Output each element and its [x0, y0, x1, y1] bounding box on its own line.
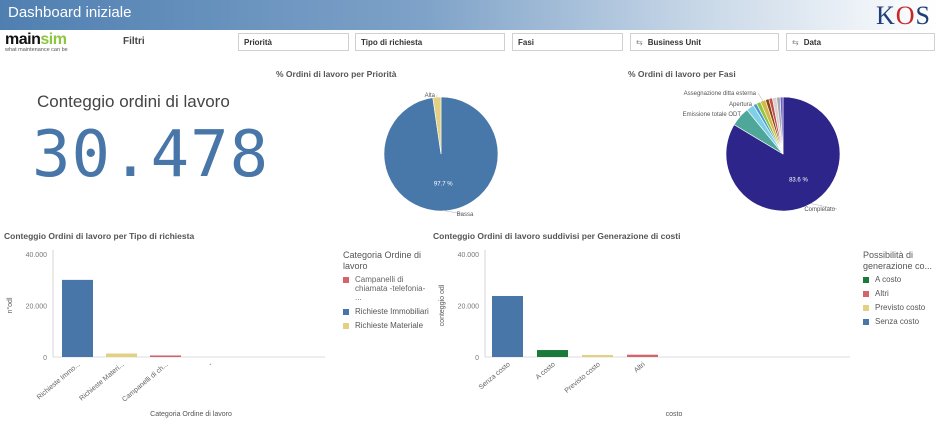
filters-label: Filtri — [123, 36, 145, 47]
filter-bar: mainsim what maintenance can be Filtri P… — [0, 30, 939, 56]
pie-slice[interactable] — [725, 96, 841, 212]
slice-label: Assegnazione ditta esterna — [684, 91, 757, 97]
legend-swatch — [343, 309, 349, 315]
bar-tipo-richiesta-title: Conteggio Ordini di lavoro per Tipo di r… — [4, 231, 195, 241]
slice-label: Alta — [425, 93, 436, 99]
bar[interactable] — [106, 353, 137, 357]
swap-icon: ⇆ — [636, 38, 643, 47]
brand-logo: KOS — [875, 1, 931, 30]
legend-costi: Possibilità di generazione co... A costo… — [863, 250, 937, 331]
legend-swatch — [863, 277, 869, 283]
bar[interactable] — [627, 354, 658, 357]
bar[interactable] — [582, 354, 613, 357]
legend-tipo-richiesta: Categoria Ordine di lavoro Campanelli di… — [343, 250, 435, 335]
kpi-label: Conteggio ordini di lavoro — [37, 92, 230, 111]
legend-swatch — [343, 323, 349, 329]
legend-swatch — [343, 277, 349, 283]
slice-leader-line — [757, 92, 764, 101]
x-tick-label: A costo — [535, 361, 557, 381]
bar-costi-title: Conteggio Ordini di lavoro suddivisi per… — [433, 231, 681, 241]
x-tick-label: Altri — [633, 361, 647, 374]
legend-item[interactable]: Altri — [863, 289, 937, 298]
filter-tipo-richiesta[interactable]: Tipo di richiesta — [355, 33, 505, 51]
slice-value-label: 83.6 % — [789, 177, 808, 183]
legend-item[interactable]: Previsto costo — [863, 303, 937, 312]
pie-fasi-title: % Ordini di lavoro per Fasi — [628, 69, 736, 79]
slice-leader-line — [445, 210, 464, 215]
y-tick-label: 40.000 — [26, 252, 48, 259]
legend-swatch — [863, 319, 869, 325]
x-tick-label: - — [207, 361, 214, 368]
mainsim-logo: mainsim what maintenance can be — [5, 31, 68, 54]
legend-title: Categoria Ordine di lavoro — [343, 250, 422, 271]
slice-leader-line — [739, 113, 744, 117]
legend-item[interactable]: Campanelli di chiamata -telefonia-... — [343, 275, 435, 302]
slice-label: Completato — [804, 207, 835, 213]
x-tick-label: Richieste Immo... — [36, 361, 82, 401]
legend-item[interactable]: A costo — [863, 275, 937, 284]
y-tick-label: 0 — [43, 355, 47, 362]
y-tick-label: 40.000 — [458, 252, 480, 259]
swap-icon: ⇆ — [792, 38, 799, 47]
x-tick-label: Richieste Materi... — [78, 361, 125, 402]
bar-tipo-richiesta-chart[interactable]: 0 20.000 40.000 Richieste Immo...Richieste … — [0, 244, 330, 424]
filter-fasi[interactable]: Fasi — [512, 33, 623, 51]
legend-swatch — [863, 291, 869, 297]
bar-costi-chart[interactable]: 0 20.000 40.000 Senza costo A costo Previsto … — [430, 244, 855, 424]
kpi-value: 30.478 — [32, 118, 270, 192]
slice-leader-line — [811, 203, 838, 210]
title-bar: Dashboard iniziale KOS — [0, 0, 939, 30]
x-tick-label: Campanelli di ch... — [121, 361, 170, 403]
x-tick-label: Previsto costo — [564, 361, 602, 395]
y-axis-title: n°odl — [6, 297, 14, 313]
legend-title: Possibilità di generazione co... — [863, 250, 933, 271]
filter-business-unit[interactable]: ⇆ Business Unit — [630, 33, 779, 51]
bar[interactable] — [150, 355, 181, 357]
x-axis-title: costo — [666, 411, 683, 418]
slice-value-label: 97.7 % — [434, 181, 453, 187]
pie-slice[interactable] — [432, 96, 442, 155]
legend-item[interactable]: Richieste Materiale — [343, 321, 435, 330]
x-axis-title: Categoria Ordine di lavoro — [150, 411, 232, 418]
bar[interactable] — [537, 350, 568, 357]
y-tick-label: 0 — [475, 355, 479, 362]
filter-priorita[interactable]: Priorità — [238, 33, 349, 51]
legend-item[interactable]: Richieste Immobiliari — [343, 307, 435, 316]
page-title: Dashboard iniziale — [8, 4, 132, 21]
pie-fasi-chart[interactable]: 83.6 % Completato Emissione totale ODT Aper… — [670, 84, 870, 224]
bar[interactable] — [492, 295, 523, 357]
slice-label: Emissione totale ODT — [683, 112, 742, 118]
y-tick-label: 20.000 — [458, 304, 480, 311]
bar[interactable] — [62, 279, 93, 357]
pie-priorita-title: % Ordini di lavoro per Priorità — [276, 69, 397, 79]
x-tick-label: Senza costo — [478, 361, 512, 391]
legend-item[interactable]: Senza costo — [863, 317, 937, 326]
pie-slice[interactable] — [779, 96, 784, 155]
slice-label: Bassa — [457, 212, 474, 218]
y-axis-title: conteggio odl — [439, 284, 446, 326]
y-tick-label: 20.000 — [26, 304, 48, 311]
pie-priorita-chart[interactable]: 97.7 % Bassa Alta — [380, 84, 500, 224]
legend-swatch — [863, 305, 869, 311]
filter-data[interactable]: ⇆ Data — [786, 33, 935, 51]
slice-label: Apertura — [729, 102, 753, 108]
